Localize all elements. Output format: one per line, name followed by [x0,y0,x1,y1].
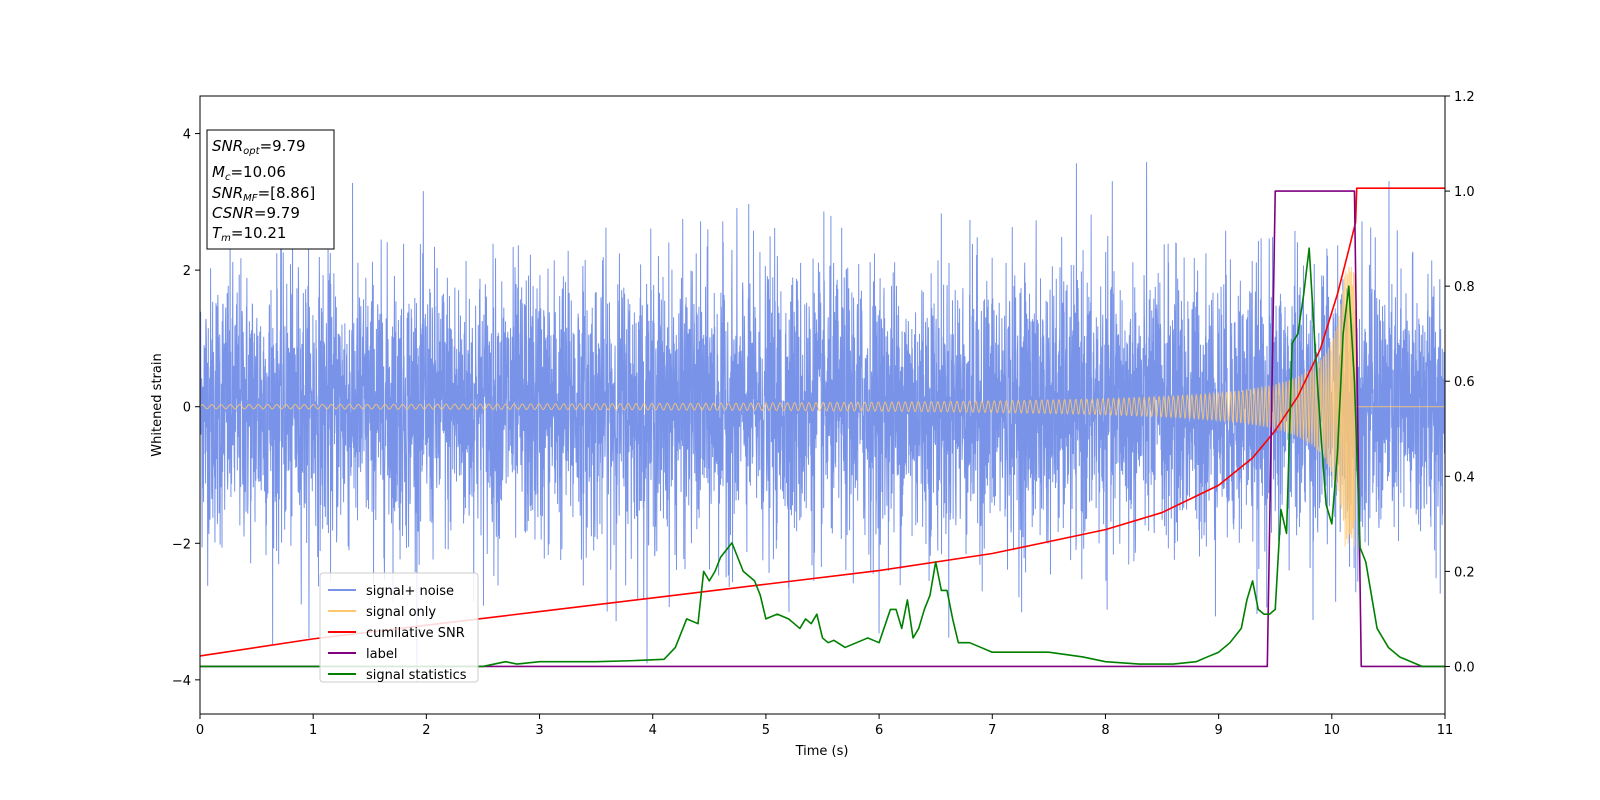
x-tick-label-3: 3 [535,723,543,738]
annotation-line-0: SNRopt=9.79 [212,137,306,157]
chirp-trace [200,266,1445,547]
series-cumilative-snr [200,187,1445,657]
legend: signal+ noise signal only cumilative SNR la… [319,572,479,683]
x-tick-label-0: 0 [196,723,204,738]
cumilative-snr-line [200,187,1445,657]
legend-label-4: signal statistics [366,668,467,683]
series-label [200,190,1445,668]
annotation-box: SNRopt=9.79 Mc=10.06SNRMF=[8.86]CSNR=9.79… [206,129,335,250]
x-tick-label-5: 5 [762,723,770,738]
signal-statistics-line [200,247,1445,668]
y-tick-label-0: −4 [172,674,191,689]
legend-label-3: label [366,647,397,662]
x-tick-label-1: 1 [309,723,317,738]
y2-tick-label-5: 1.0 [1454,185,1475,200]
x-axis-label: Time (s) [795,744,849,759]
series-signal-statistics [200,247,1445,668]
x-tick-label-8: 8 [1101,723,1109,738]
y2-tick-label-3: 0.6 [1454,375,1475,390]
y2-tick-label-0: 0.0 [1454,660,1475,675]
x-tick-label-4: 4 [649,723,657,738]
y-tick-label-2: 0 [183,401,191,416]
x-tick-label-9: 9 [1214,723,1222,738]
y-axis-ticks: −4 −2 0 2 4 [172,128,200,689]
series-signal-only [200,266,1445,547]
axes-frame [199,95,1446,715]
annotation-line-1: Mc=10.06 [212,163,286,183]
x-tick-label-6: 6 [875,723,883,738]
x-axis-ticks: 0 1 2 3 4 5 6 7 8 9 10 11 [196,714,1453,738]
x-tick-label-11: 11 [1437,723,1454,738]
legend-label-0: signal+ noise [366,584,454,599]
y2-tick-label-1: 0.2 [1454,565,1475,580]
x-tick-label-2: 2 [422,723,430,738]
annotation-line-2: SNRMF=[8.86] [212,184,315,204]
y2-tick-label-2: 0.4 [1454,470,1475,485]
annotation-line-3: CSNR=9.79 [212,204,300,222]
y-axis-label: Whitened strain [150,353,165,456]
label-line [200,190,1445,668]
annotation-line-4: Tm=10.21 [212,224,286,244]
y2-axis-ticks: 0.0 0.2 0.4 0.6 0.8 1.0 1.2 [1445,90,1475,675]
legend-label-2: cumilative SNR [366,626,465,641]
y-tick-label-4: 4 [183,128,191,143]
plot-area [200,161,1445,682]
y2-tick-label-4: 0.8 [1454,280,1475,295]
x-tick-label-10: 10 [1324,723,1341,738]
y-tick-label-3: 2 [183,264,191,279]
y-tick-label-1: −2 [172,537,191,552]
x-tick-label-7: 7 [988,723,996,738]
legend-label-1: signal only [366,605,436,620]
y2-tick-label-6: 1.2 [1454,90,1475,105]
